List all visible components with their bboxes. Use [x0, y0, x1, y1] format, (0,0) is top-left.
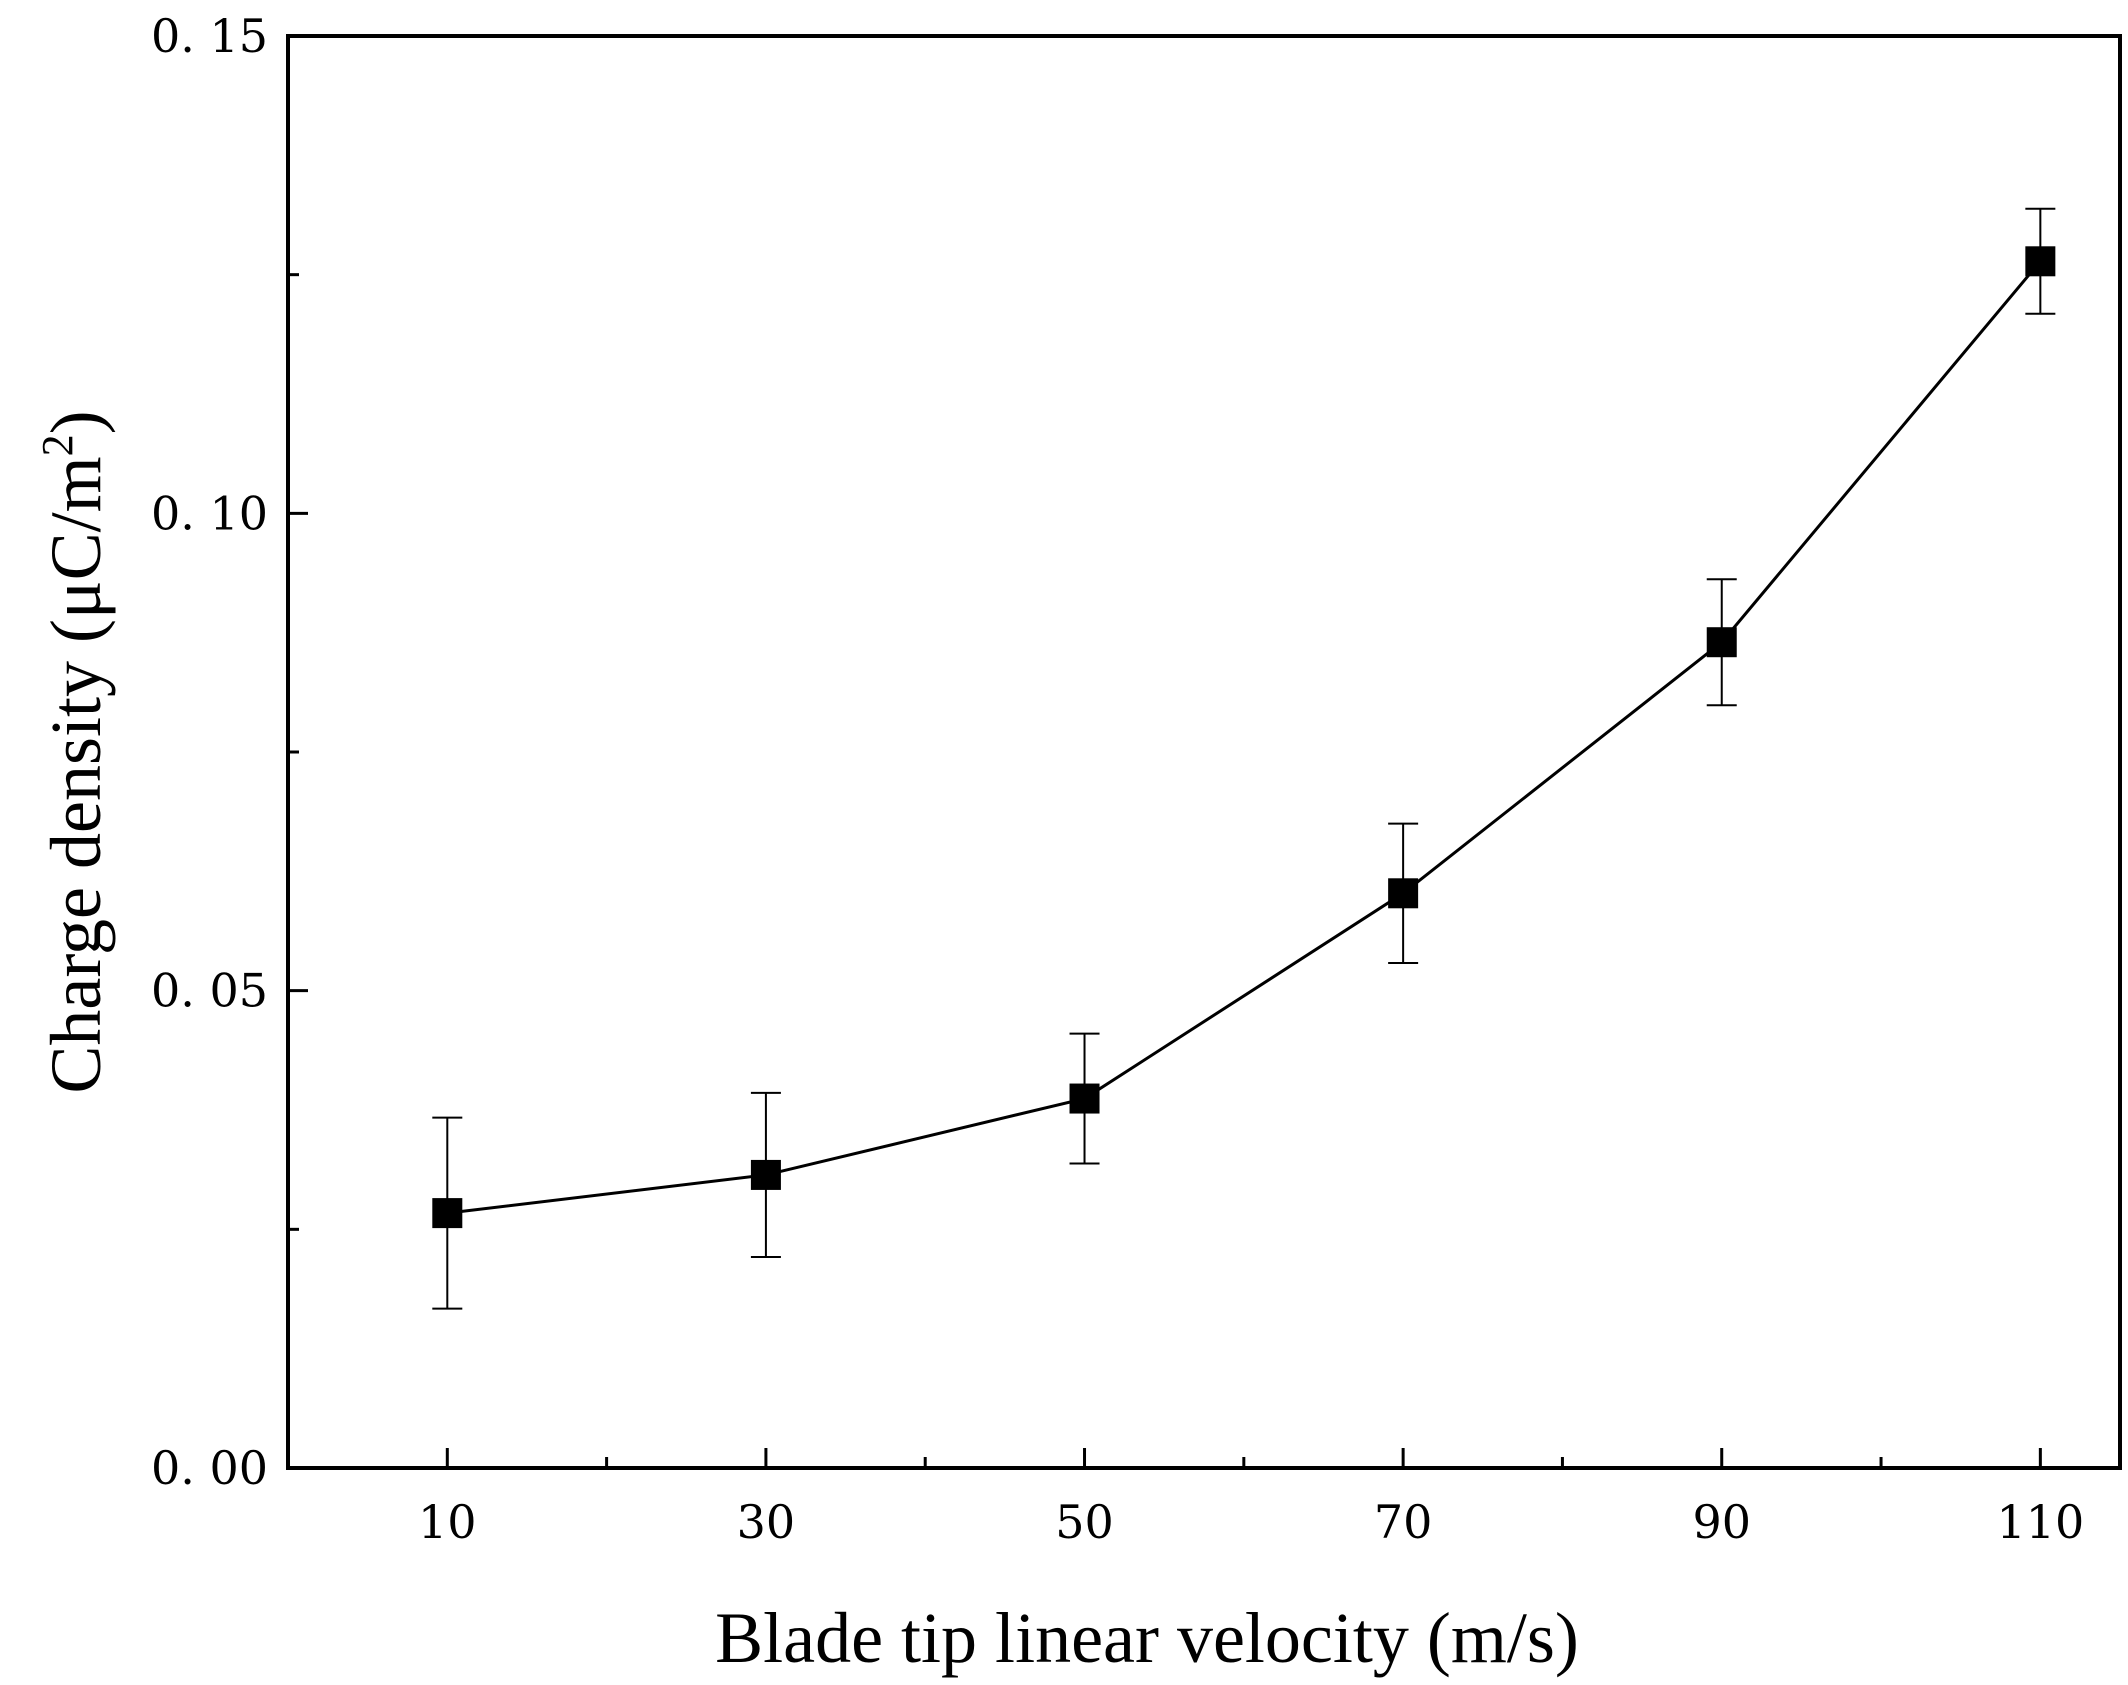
- data-point: [1069, 1083, 1100, 1114]
- x-tick-label: 90: [1692, 1495, 1751, 1549]
- y-axis-title-main: Charge density (μC/m: [36, 456, 116, 1093]
- x-tick-label: 10: [418, 1495, 477, 1549]
- data-point: [1388, 878, 1419, 909]
- axis-ticks: [288, 34, 2042, 1470]
- y-tick-label: 0. 10: [151, 486, 268, 540]
- y-axis-title-sup: 2: [33, 434, 82, 456]
- x-tick-label: 30: [737, 1495, 796, 1549]
- y-axis-title-close: ): [36, 410, 116, 434]
- y-axis-title: Charge density (μC/m2): [33, 410, 116, 1093]
- error-bars: [432, 207, 2056, 1310]
- data-point: [750, 1159, 781, 1190]
- x-tick-label: 110: [1996, 1495, 2084, 1549]
- data-point: [2025, 246, 2056, 277]
- x-axis-title: Blade tip linear velocity (m/s): [715, 1598, 1579, 1678]
- x-tick-label: 50: [1055, 1495, 1114, 1549]
- data-point: [1706, 627, 1737, 658]
- plot-frame: [286, 34, 2122, 1470]
- y-tick-label: 0. 00: [151, 1441, 268, 1495]
- y-tick-label: 0. 05: [151, 964, 268, 1018]
- x-tick-label: 70: [1374, 1495, 1433, 1549]
- y-tick-label: 0. 15: [151, 9, 268, 63]
- series-line: [447, 260, 2042, 1215]
- data-point: [432, 1198, 463, 1229]
- axis-tick-labels: 10 30 50 70 90 110 0. 00 0. 05 0. 10 0. 15: [151, 9, 2084, 1549]
- data-markers: [432, 246, 2056, 1229]
